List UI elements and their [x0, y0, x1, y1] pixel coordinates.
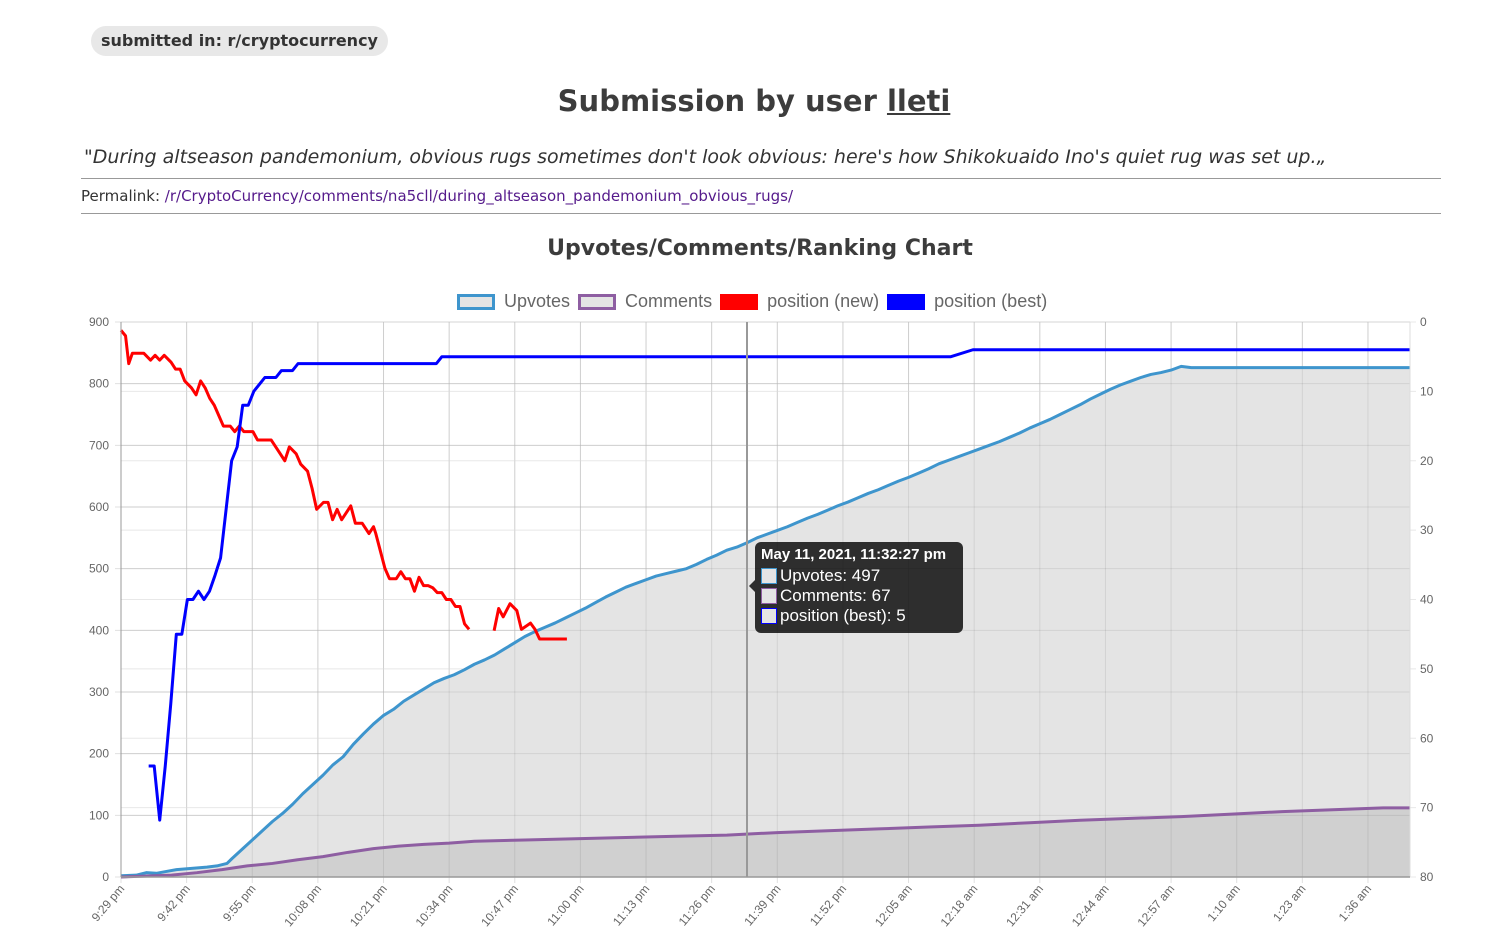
legend-item-comments[interactable]: Comments	[578, 291, 712, 312]
chart-tooltip: May 11, 2021, 11:32:27 pm Upvotes: 497 C…	[749, 542, 963, 633]
y-tick-left: 400	[89, 623, 109, 637]
y-tick-right: 70	[1420, 801, 1434, 815]
legend-swatch-position-best	[887, 293, 926, 310]
tooltip-title: May 11, 2021, 11:32:27 pm	[761, 546, 947, 563]
y-tick-left: 700	[89, 438, 109, 452]
page-title: Submission by user lleti	[0, 84, 1508, 118]
tooltip-row-position-best: position (best): 5	[761, 606, 957, 626]
tooltip-swatch	[761, 568, 777, 584]
username-link[interactable]: lleti	[886, 84, 951, 118]
tooltip-value: Comments: 67	[780, 586, 891, 605]
x-tick: 9:42 pm	[154, 882, 193, 924]
x-tick: 12:31 am	[1003, 882, 1046, 929]
x-tick: 1:10 am	[1204, 882, 1243, 924]
tooltip-value: Upvotes: 497	[780, 566, 881, 585]
submission-quote: "During altseason pandemonium, obvious r…	[84, 146, 1327, 168]
legend-swatch-comments	[578, 293, 617, 310]
chart-title: Upvotes/Comments/Ranking Chart	[547, 236, 973, 261]
tooltip-swatch	[761, 608, 777, 624]
y-tick-left: 200	[89, 747, 109, 761]
x-tick: 11:39 pm	[741, 882, 783, 929]
tooltip-value: position (best): 5	[780, 606, 906, 625]
title-prefix: Submission by user	[557, 84, 887, 118]
legend-item-position-best[interactable]: position (best)	[887, 291, 1047, 312]
y-tick-right: 40	[1420, 593, 1434, 607]
line-upvotes	[120, 364, 1410, 878]
legend-label: Upvotes	[504, 291, 571, 311]
y-tick-right: 0	[1420, 315, 1427, 329]
y-tick-left: 800	[89, 377, 109, 391]
line-position-new	[492, 602, 567, 641]
y-tick-right: 30	[1420, 523, 1434, 537]
tooltip-swatch	[761, 588, 777, 604]
permalink-link[interactable]: /r/CryptoCurrency/comments/na5cll/during…	[164, 187, 794, 205]
legend-swatch-position-new	[720, 293, 759, 310]
y-tick-right: 10	[1420, 384, 1434, 398]
x-tick: 10:21 pm	[347, 882, 390, 929]
legend-swatch-upvotes	[457, 293, 495, 310]
x-tick: 11:13 pm	[610, 882, 652, 929]
area-comments	[121, 807, 1410, 877]
x-tick: 12:18 am	[938, 882, 981, 929]
y-tick-right: 80	[1420, 870, 1434, 884]
x-tick: 12:05 am	[872, 882, 915, 929]
x-tick: 12:57 am	[1134, 882, 1177, 929]
x-tick: 10:34 pm	[413, 882, 456, 929]
line-position-new	[119, 329, 471, 631]
divider-top	[81, 178, 1441, 179]
y-tick-left: 600	[89, 500, 109, 514]
y-tick-left: 300	[89, 685, 109, 699]
legend-label: Comments	[625, 291, 713, 311]
x-tick: 1:36 am	[1336, 882, 1375, 924]
divider-bottom	[81, 213, 1441, 214]
y-tick-left: 900	[89, 315, 109, 329]
y-tick-left: 500	[89, 562, 109, 576]
y-tick-right: 50	[1420, 662, 1434, 676]
tooltip-row-comments: Comments: 67	[761, 586, 957, 606]
y-tick-right: 60	[1420, 731, 1434, 745]
subreddit-badge[interactable]: submitted in: r/cryptocurrency	[91, 26, 388, 56]
x-tick: 11:00 pm	[544, 882, 586, 929]
legend-item-upvotes[interactable]: Upvotes	[457, 291, 570, 312]
x-tick: 9:29 pm	[89, 882, 128, 924]
permalink-row: Permalink: /r/CryptoCurrency/comments/na…	[81, 187, 793, 205]
x-tick: 12:44 am	[1069, 882, 1112, 929]
y-tick-left: 100	[89, 808, 109, 822]
permalink-label: Permalink:	[81, 187, 165, 205]
y-tick-right: 20	[1420, 454, 1434, 468]
legend-label: position (best)	[934, 291, 1048, 311]
x-tick: 1:23 am	[1270, 882, 1309, 924]
line-position-best	[148, 348, 1410, 822]
chart-legend: Upvotes Comments position (new) position…	[457, 291, 1055, 312]
legend-item-position-new[interactable]: position (new)	[720, 291, 879, 312]
y-tick-left: 0	[102, 870, 109, 884]
x-tick: 11:52 pm	[807, 882, 849, 929]
legend-label: position (new)	[767, 291, 880, 311]
x-tick: 10:47 pm	[478, 882, 521, 929]
x-tick: 11:26 pm	[676, 882, 718, 929]
line-comments	[120, 806, 1410, 879]
tooltip-row-upvotes: Upvotes: 497	[761, 566, 957, 586]
x-tick: 10:08 pm	[281, 882, 324, 929]
x-tick: 9:55 pm	[220, 882, 259, 924]
